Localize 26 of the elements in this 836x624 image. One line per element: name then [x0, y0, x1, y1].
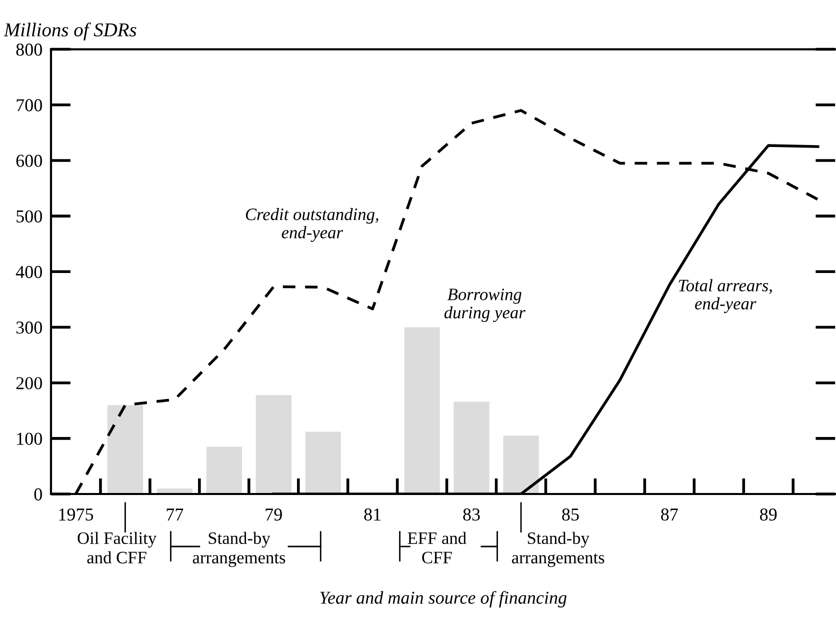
y-tick-label: 700 — [16, 99, 42, 112]
x-axis-title: Year and main source of financing — [320, 590, 567, 608]
y-tick-label: 600 — [16, 154, 42, 167]
y-tick-label: 200 — [16, 377, 42, 390]
text: Oil Facility and CFF — [78, 532, 157, 564]
x-tick-label: 77 — [166, 508, 184, 520]
x-tick-label: 85 — [562, 508, 579, 521]
text: Stand-by arrangements — [192, 532, 286, 568]
y-tick-label: 800 — [16, 44, 42, 56]
text: Stand-by arrangements — [512, 532, 604, 568]
x-tick-label: 81 — [364, 508, 381, 521]
x-tick-label: 83 — [463, 508, 480, 521]
y-tick-label: 500 — [16, 210, 42, 223]
annotation: Total arrears, end-year — [678, 279, 772, 314]
text: EFF and CFF — [408, 532, 466, 564]
y-tick-label: 300 — [16, 322, 42, 334]
y-tick-label: 0 — [34, 488, 42, 500]
x-tick-label: 1975 — [59, 508, 94, 521]
y-tick-label: 400 — [16, 266, 42, 278]
y-tick-label: 100 — [17, 432, 42, 445]
x-tick-label: 87 — [661, 508, 678, 521]
x-tick-label: 79 — [266, 508, 282, 521]
annotation: Credit outstanding, end-year — [246, 208, 378, 242]
y-axis-title: Millions of SDRs — [4, 22, 136, 40]
annotation: Borrowing during year — [444, 288, 526, 322]
x-tick-label: 89 — [760, 508, 777, 521]
